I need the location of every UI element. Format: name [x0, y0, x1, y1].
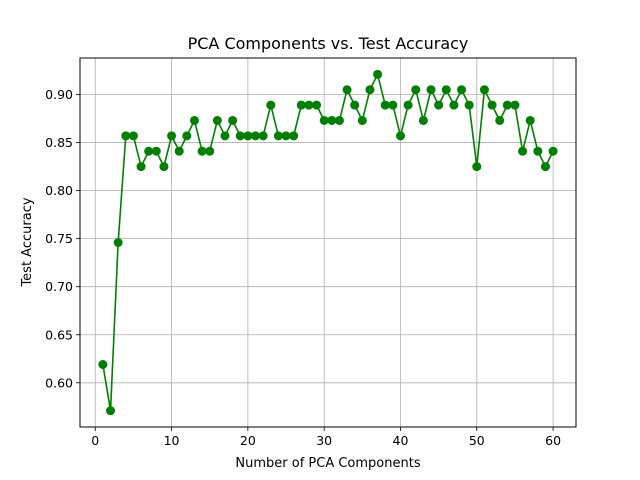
data-point [289, 131, 299, 141]
data-point [365, 85, 375, 95]
y-tick-label: 0.70 [45, 279, 73, 294]
data-point [434, 100, 444, 110]
y-tick-label: 0.65 [45, 327, 73, 342]
x-axis-ticks: 0 10 20 30 40 50 60 [91, 427, 561, 448]
data-point [525, 115, 535, 125]
data-point [174, 146, 184, 156]
data-point [258, 131, 268, 141]
data-point [403, 100, 413, 110]
y-axis-ticks: 0.60 0.65 0.70 0.75 0.80 0.85 0.90 [45, 87, 80, 390]
data-point [380, 100, 390, 110]
data-point [441, 85, 451, 95]
x-axis-title: Number of PCA Components [235, 456, 420, 471]
y-tick-label: 0.60 [45, 375, 73, 390]
data-point [197, 146, 207, 156]
data-point [136, 162, 146, 172]
data-point [357, 115, 367, 125]
data-point [266, 100, 276, 110]
data-point [182, 131, 192, 141]
data-point [98, 360, 108, 370]
x-tick-label: 60 [545, 433, 561, 448]
data-point [304, 100, 314, 110]
data-point [106, 406, 116, 416]
x-tick-label: 30 [316, 433, 332, 448]
x-tick-label: 50 [469, 433, 485, 448]
chart-title: PCA Components vs. Test Accuracy [188, 34, 469, 53]
data-point [220, 131, 230, 141]
plot-frame [79, 57, 577, 428]
data-point [251, 131, 261, 141]
data-point [472, 162, 482, 172]
data-point [334, 115, 344, 125]
data-point [281, 131, 291, 141]
data-point [395, 131, 405, 141]
data-point [144, 146, 154, 156]
data-point [312, 100, 322, 110]
data-point [273, 131, 283, 141]
data-point [296, 100, 306, 110]
data-point [121, 131, 131, 141]
data-point [487, 100, 497, 110]
data-point [426, 85, 436, 95]
y-tick-label: 0.80 [45, 183, 73, 198]
y-tick-label: 0.90 [45, 87, 73, 102]
data-point [388, 100, 398, 110]
data-point [464, 100, 474, 110]
data-point [235, 131, 245, 141]
data-point [518, 146, 528, 156]
data-point [510, 100, 520, 110]
data-point [418, 115, 428, 125]
x-tick-label: 40 [393, 433, 409, 448]
data-point [113, 238, 123, 247]
data-point [411, 85, 421, 95]
y-axis-title: Test Accuracy [20, 197, 35, 287]
data-point [228, 115, 238, 125]
data-point [167, 131, 177, 141]
data-point [457, 85, 467, 95]
data-point [327, 115, 337, 125]
data-point [319, 115, 329, 125]
data-point [128, 131, 138, 141]
data-point [479, 85, 489, 95]
data-point [243, 131, 253, 141]
y-tick-label: 0.75 [45, 231, 73, 246]
data-point [449, 100, 459, 110]
data-point [540, 162, 550, 172]
data-point [495, 115, 505, 125]
grid-lines [80, 58, 576, 427]
data-point [373, 69, 383, 79]
x-tick-label: 0 [91, 433, 99, 448]
data-point [159, 162, 169, 172]
data-point [548, 146, 558, 156]
y-tick-label: 0.85 [45, 135, 73, 150]
data-point [212, 115, 222, 125]
data-point [189, 115, 199, 125]
data-point [533, 146, 543, 156]
data-point [205, 146, 215, 156]
data-point [502, 100, 512, 110]
x-tick-label: 10 [164, 433, 180, 448]
data-point [151, 146, 161, 156]
series-accuracy [98, 69, 558, 416]
data-point [342, 85, 352, 95]
x-tick-label: 20 [240, 433, 256, 448]
data-point [350, 100, 360, 110]
